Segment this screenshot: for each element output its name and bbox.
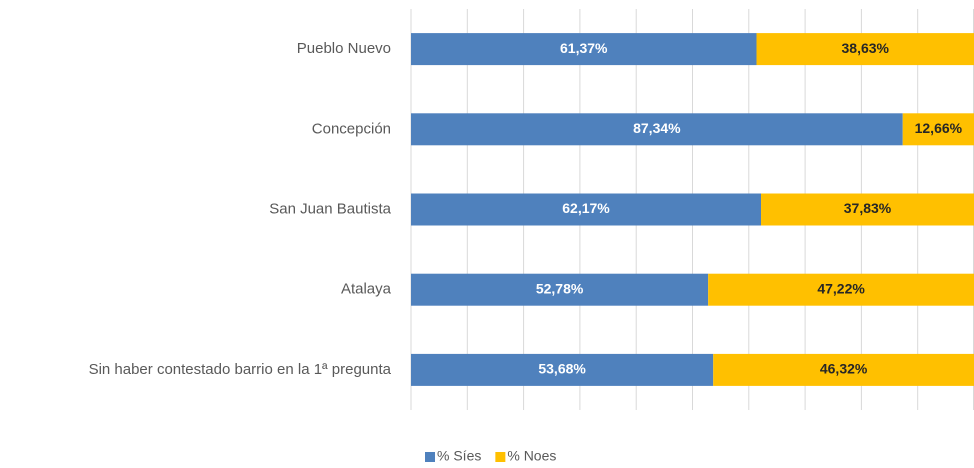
bar-segment [713,353,974,386]
bar-segment [761,193,974,226]
bar-segment [411,193,762,226]
y-tick-label: Pueblo Nuevo [297,40,391,57]
y-tick-label: Atalaya [341,281,392,298]
bar-segment [756,33,974,66]
data-label: 61,37% [560,40,608,56]
y-tick-label: Sin haber contestado barrio en la 1ª pre… [89,361,392,378]
data-label: 47,22% [817,280,865,296]
legend-label: % Noes [507,448,556,464]
legend-swatch [425,452,435,462]
bar-segment [411,273,709,306]
legend-label: % Síes [437,448,481,464]
bar-segment [708,273,974,306]
data-label: 53,68% [538,361,586,377]
bar-segment [902,113,974,146]
data-label: 37,83% [844,200,892,216]
bar-segment [411,113,903,146]
bar-segment [411,33,757,66]
y-tick-label: San Juan Bautista [269,200,391,217]
data-label: 87,34% [633,120,681,136]
y-tick-label: Concepción [312,120,391,137]
data-label: 46,32% [820,361,868,377]
legend-swatch [495,452,506,462]
data-label: 12,66% [915,120,963,136]
data-label: 52,78% [536,280,584,296]
data-label: 38,63% [842,40,890,56]
bar-segment [411,353,714,386]
data-label: 62,17% [562,200,610,216]
